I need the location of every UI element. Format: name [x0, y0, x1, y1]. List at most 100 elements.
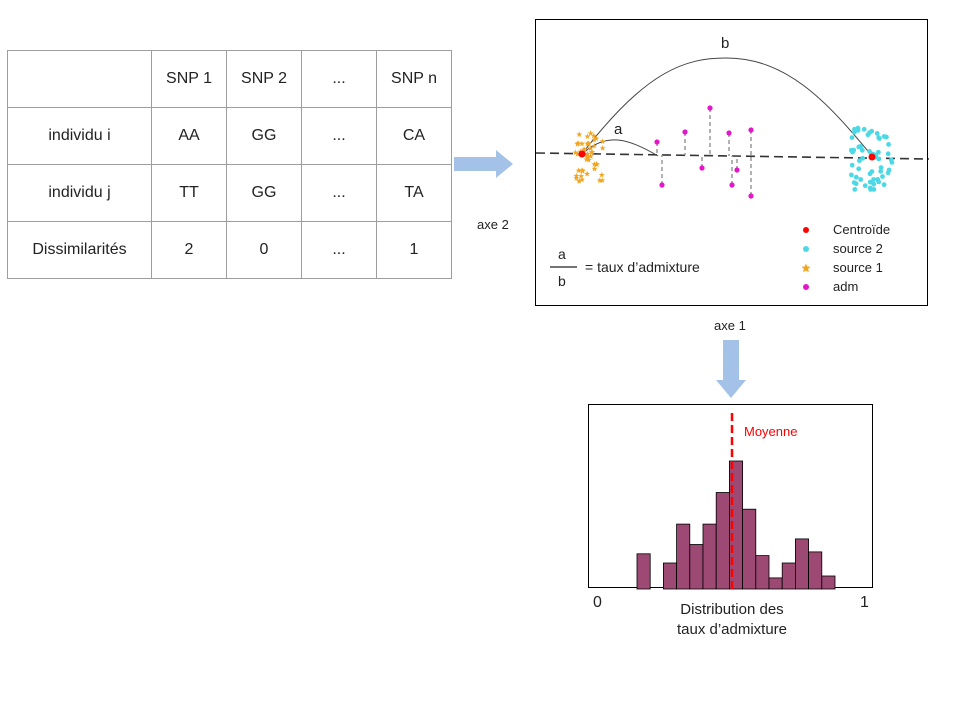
histogram-panel: Moyenne [588, 404, 873, 590]
table-cell: TA [376, 164, 452, 222]
source2-point [855, 125, 861, 131]
row-label: individu j [7, 164, 152, 222]
source1-point [599, 138, 606, 144]
source2-point [850, 149, 855, 155]
centroid-source2 [868, 153, 876, 161]
source1-point [575, 140, 582, 146]
source1-point [584, 170, 591, 177]
arc-b-label: b [721, 35, 730, 52]
table-cell: AA [151, 107, 227, 165]
source1-point [590, 132, 597, 139]
source1-point [576, 131, 583, 138]
fraction-denominator: b [558, 273, 566, 289]
source1-point [579, 167, 586, 173]
source2-point [849, 172, 854, 178]
source2-point [878, 168, 884, 174]
source2-point [867, 149, 872, 154]
table-cell: ... [301, 164, 377, 222]
histogram-bar [821, 575, 836, 590]
right-arrow-icon [454, 150, 513, 178]
axis-x-label: axe 1 [714, 318, 746, 333]
source1-point [593, 160, 600, 167]
fraction-numerator: a [558, 246, 566, 262]
table-header-cell: SNP 1 [151, 50, 227, 108]
source1-point [591, 161, 598, 167]
adm-point [654, 139, 660, 145]
histogram-bar [742, 508, 757, 590]
table-cell: 1 [376, 221, 452, 279]
adm-point [734, 167, 740, 173]
adm-point [729, 182, 735, 188]
adm-point [659, 182, 665, 188]
source1-point [599, 177, 606, 184]
source2-point [868, 187, 873, 192]
histogram-plot [636, 413, 836, 590]
source1-point [585, 156, 592, 163]
histogram-bar [636, 553, 651, 590]
source2-point [856, 144, 862, 150]
source2-point [881, 182, 887, 188]
arc-a-label: a [614, 121, 623, 138]
source1-point [585, 140, 592, 147]
table-cell: 2 [151, 221, 227, 279]
source2-point [871, 181, 877, 187]
table-cell: GG [226, 107, 302, 165]
source1-point [584, 150, 591, 157]
source1-point [574, 151, 581, 157]
row-label: individu i [7, 107, 152, 165]
legend-marker-source1 [801, 263, 811, 273]
table-row: Dissimilarités 2 0 ... 1 [7, 221, 452, 279]
source2-point [867, 179, 873, 185]
source2-point [856, 166, 862, 172]
source2-point [858, 177, 864, 182]
legend-label-adm: adm [833, 279, 859, 294]
adm-point [707, 105, 713, 111]
histogram-bar [808, 551, 823, 590]
histogram-bar [676, 523, 691, 590]
source1-point [573, 175, 580, 181]
adm-point [699, 165, 705, 171]
source2-point [885, 151, 891, 157]
source1-point [575, 167, 582, 174]
legend-label-centroid: Centroïde [833, 222, 891, 237]
pca-plot [535, 57, 930, 290]
table-header-cell: SNP n [376, 50, 452, 108]
table-cell: 0 [226, 221, 302, 279]
source1-point [599, 145, 606, 151]
source2-point [849, 135, 855, 140]
source2-point [876, 149, 881, 155]
centroid-source1 [578, 150, 586, 158]
source2-point [877, 136, 882, 141]
source1-point [598, 171, 605, 178]
pca-panel: b a a b = taux d’admixture Centroïde sou… [535, 19, 930, 306]
source2-point [860, 155, 866, 161]
source1-point [591, 142, 598, 149]
source2-point [869, 169, 875, 175]
source2-point [880, 174, 885, 179]
x-min-label: 0 [593, 594, 602, 611]
histogram-bar [663, 562, 678, 590]
source2-point [849, 162, 855, 168]
source2-point [878, 165, 884, 171]
histogram-caption-line2: taux d’admixture [676, 621, 788, 638]
histogram-bar [755, 555, 770, 590]
fraction-text: = taux d’admixture [585, 259, 700, 275]
histogram-bar [794, 538, 809, 590]
adm-point [682, 129, 688, 135]
table-header-cell [7, 50, 152, 108]
table-cell: ... [301, 221, 377, 279]
source2-point [857, 158, 862, 164]
source2-point [861, 126, 867, 132]
source1-point [572, 149, 579, 156]
source1-point [587, 130, 594, 136]
source1-point [591, 136, 598, 143]
source2-point [885, 170, 891, 176]
source2-point [871, 177, 876, 182]
histogram-bar [689, 544, 704, 590]
source2-point [874, 131, 880, 136]
legend-marker-adm [803, 284, 809, 290]
source1-point [587, 145, 594, 152]
source2-point [886, 142, 891, 147]
axis-y-label: axe 2 [477, 217, 509, 232]
legend-label-source2: source 2 [833, 241, 883, 256]
